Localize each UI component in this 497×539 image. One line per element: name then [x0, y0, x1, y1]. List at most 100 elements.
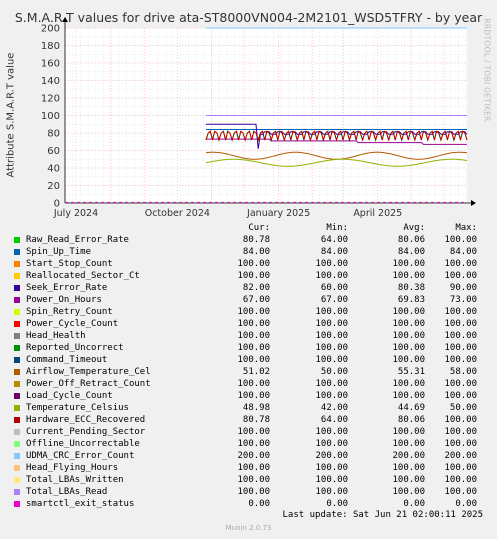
legend-swatch: [14, 477, 20, 483]
legend-row-Seek_Error_Rate: Seek_Error_Rate 82.00 60.00 80.38 90.00: [0, 282, 497, 294]
legend-cur-value: 100.00: [237, 331, 270, 341]
legend-row-smartctl_exit_status: smartctl_exit_status 0.00 0.00 0.00 0.00: [0, 498, 497, 510]
y-tick-label: 120: [41, 94, 60, 105]
legend-row-Current_Pending_Sector: Current_Pending_Sector 100.00 100.00 100.00…: [0, 426, 497, 438]
legend-max-value: 100.00: [444, 475, 477, 485]
legend-swatch: [14, 237, 20, 243]
legend-swatch: [14, 501, 20, 507]
legend-min-value: 100.00: [315, 259, 348, 269]
legend-series-name: Power_Off_Retract_Count: [26, 379, 151, 389]
y-tick-label: 200: [41, 24, 60, 35]
legend-avg-value: 0.00: [403, 499, 425, 509]
legend-min-value: 100.00: [315, 355, 348, 365]
legend-max-value: 100.00: [444, 319, 477, 329]
legend-rows: Raw_Read_Error_Rate 80.78 64.00 80.06 100.00…: [0, 234, 497, 510]
y-tick-label: 20: [47, 181, 60, 192]
legend-max-value: 0.00: [455, 499, 477, 509]
legend-min-value: 100.00: [315, 379, 348, 389]
legend-cur-value: 100.00: [237, 343, 270, 353]
legend-series-name: UDMA_CRC_Error_Count: [26, 451, 135, 461]
legend-series-name: smartctl_exit_status: [26, 499, 135, 509]
legend-max-value: 50.00: [449, 403, 477, 413]
legend-min-value: 100.00: [315, 271, 348, 281]
legend-min-value: 100.00: [315, 427, 348, 437]
legend-cur-value: 100.00: [237, 307, 270, 317]
legend-row-Total_LBAs_Read: Total_LBAs_Read 100.00 100.00 100.00 100.00: [0, 486, 497, 498]
legend-series-name: Total_LBAs_Read: [26, 487, 108, 497]
legend-series-name: Reported_Uncorrect: [26, 343, 124, 353]
legend-min-value: 50.00: [320, 367, 348, 377]
legend-cur-value: 100.00: [237, 319, 270, 329]
legend-row-Reallocated_Sector_Ct: Reallocated_Sector_Ct 100.00 100.00 100.00 1…: [0, 270, 497, 282]
legend-cur-value: 100.00: [237, 391, 270, 401]
legend-max-value: 90.00: [449, 283, 477, 293]
legend-swatch: [14, 333, 20, 339]
legend-min-value: 67.00: [320, 295, 348, 305]
legend-avg-value: 100.00: [392, 331, 425, 341]
legend-series-name: Hardware_ECC_Recovered: [26, 415, 146, 425]
legend-swatch: [14, 453, 20, 459]
munin-version: Munin 2.0.73: [225, 524, 272, 532]
legend-avg-value: 100.00: [392, 307, 425, 317]
legend-avg-value: 100.00: [392, 487, 425, 497]
legend-row-Load_Cycle_Count: Load_Cycle_Count 100.00 100.00 100.00 100.00: [0, 390, 497, 402]
legend-series-name: Reallocated_Sector_Ct: [26, 271, 140, 281]
legend-min-value: 64.00: [320, 415, 348, 425]
legend-row-Hardware_ECC_Recovered: Hardware_ECC_Recovered 80.78 64.00 80.06 100…: [0, 414, 497, 426]
legend-swatch: [14, 489, 20, 495]
legend-avg-value: 100.00: [392, 343, 425, 353]
legend-avg-value: 80.06: [397, 235, 425, 245]
legend-cur-value: 48.98: [242, 403, 270, 413]
legend-avg-value: 44.69: [397, 403, 425, 413]
y-tick-label: 80: [47, 129, 60, 140]
legend-header-max: Max:: [455, 223, 477, 233]
legend-swatch: [14, 465, 20, 471]
legend-row-Spin_Up_Time: Spin_Up_Time 84.00 84.00 84.00 84.00: [0, 246, 497, 258]
legend-cur-value: 67.00: [242, 295, 270, 305]
legend-cur-value: 82.00: [242, 283, 270, 293]
series-line-Hardware_ECC_Recovered: [205, 130, 468, 142]
legend-cur-value: 100.00: [237, 427, 270, 437]
legend-cur-value: 0.00: [248, 499, 270, 509]
legend-swatch: [14, 321, 20, 327]
y-tick-label: 180: [41, 41, 60, 52]
legend-series-name: Current_Pending_Sector: [26, 427, 146, 437]
legend-cur-value: 51.02: [242, 367, 270, 377]
legend-max-value: 100.00: [444, 271, 477, 281]
legend-cur-value: 100.00: [237, 439, 270, 449]
last-update: Last update: Sat Jun 21 02:00:11 2025: [282, 510, 483, 520]
legend-max-value: 100.00: [444, 307, 477, 317]
legend-min-value: 100.00: [315, 319, 348, 329]
legend-min-value: 84.00: [320, 247, 348, 257]
legend-row-Raw_Read_Error_Rate: Raw_Read_Error_Rate 80.78 64.00 80.06 100.00: [0, 234, 497, 246]
legend-series-name: Spin_Retry_Count: [26, 307, 113, 317]
legend-min-value: 60.00: [320, 283, 348, 293]
legend-max-value: 58.00: [449, 367, 477, 377]
y-tick-label: 40: [47, 164, 60, 175]
legend-series-name: Power_Cycle_Count: [26, 319, 119, 329]
x-tick-label: January 2025: [246, 208, 310, 219]
legend-avg-value: 80.38: [397, 283, 425, 293]
legend-cur-value: 80.78: [242, 415, 270, 425]
legend-series-name: Command_Timeout: [26, 355, 108, 365]
legend-row-Power_On_Hours: Power_On_Hours 67.00 67.00 69.83 73.00: [0, 294, 497, 306]
legend-swatch: [14, 285, 20, 291]
legend-cur-value: 100.00: [237, 271, 270, 281]
legend-header-min: Min:: [326, 223, 348, 233]
legend-cur-value: 100.00: [237, 487, 270, 497]
legend-series-name: Load_Cycle_Count: [26, 391, 113, 401]
legend-swatch: [14, 345, 20, 351]
legend-row-Offline_Uncorrectable: Offline_Uncorrectable 100.00 100.00 100.00 1…: [0, 438, 497, 450]
legend-swatch: [14, 405, 20, 411]
legend-swatch: [14, 417, 20, 423]
legend-max-value: 100.00: [444, 487, 477, 497]
y-tick-label: 0: [54, 199, 60, 210]
legend-series-name: Spin_Up_Time: [26, 247, 92, 257]
legend-avg-value: 100.00: [392, 379, 425, 389]
y-tick-label: 60: [47, 146, 60, 157]
legend-series-name: Head_Flying_Hours: [26, 463, 119, 473]
legend-swatch: [14, 309, 20, 315]
legend-avg-value: 100.00: [392, 271, 425, 281]
legend-swatch: [14, 273, 20, 279]
legend-max-value: 84.00: [449, 247, 477, 257]
